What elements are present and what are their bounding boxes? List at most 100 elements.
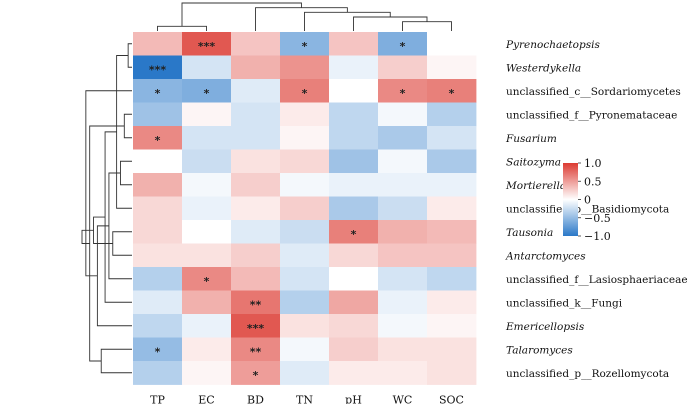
- significance-mark: *: [400, 87, 406, 100]
- heatmap-cell: [133, 149, 183, 174]
- heatmap-cell: [231, 32, 281, 56]
- row-label: unclassified_k__Fungi: [506, 297, 623, 309]
- dendrogram-branch: [402, 21, 452, 31]
- row-label: Mortierella: [505, 180, 566, 192]
- heatmap-cell: [329, 55, 379, 80]
- heatmap-cell: [231, 337, 281, 362]
- colorbar-tick-label: 0.5: [584, 175, 602, 188]
- significance-mark: *: [204, 275, 210, 288]
- significance-mark: ***: [247, 322, 265, 335]
- significance-mark: *: [155, 345, 161, 358]
- heatmap-cell: [329, 102, 379, 127]
- dendrogram-branch: [181, 2, 302, 27]
- heatmap-cell: [378, 337, 428, 362]
- heatmap-cell: [427, 32, 477, 56]
- heatmap-cell: [427, 196, 477, 221]
- heatmap-cell: [280, 102, 330, 127]
- column-label: BD: [247, 394, 264, 404]
- heatmap-cell: [182, 55, 232, 80]
- heatmap-cell: [182, 102, 232, 127]
- heatmap-cell: [231, 361, 281, 385]
- row-label: Westerdykella: [506, 62, 581, 74]
- significance-mark: *: [302, 87, 308, 100]
- significance-mark: **: [250, 298, 262, 311]
- significance-mark: *: [302, 40, 308, 53]
- row-label: Antarctomyces: [505, 250, 586, 262]
- column-label: TP: [150, 394, 165, 404]
- heatmap-cell: [182, 196, 232, 221]
- heatmap-cell: [427, 361, 477, 385]
- heatmap-cell: [280, 79, 330, 103]
- heatmap-cell: [427, 337, 477, 362]
- heatmap-cell: [231, 126, 281, 150]
- row-label: unclassified_f__Lasiosphaeriaceae: [506, 274, 688, 286]
- heatmap-cell: [427, 149, 477, 174]
- row-label: Tausonia: [506, 227, 553, 239]
- row-label: unclassified_p__Rozellomycota: [506, 368, 669, 380]
- heatmap-cell: [133, 102, 183, 127]
- heatmap-cell: [378, 361, 428, 385]
- dendrogram-branch: [112, 231, 132, 256]
- significance-mark: *: [155, 134, 161, 147]
- heatmap-cell: [378, 149, 428, 174]
- heatmap-cell: [427, 102, 477, 127]
- heatmap-cell: [182, 290, 232, 315]
- heatmap-cell: [427, 314, 477, 338]
- column-label: SOC: [439, 394, 464, 404]
- heatmap-cell: [329, 267, 379, 291]
- row-label: Pyrenochaetopsis: [505, 39, 600, 51]
- heatmap-cell: [280, 243, 330, 268]
- heatmap-cell: [427, 173, 477, 197]
- column-label: TN: [296, 394, 313, 404]
- heatmap-cell: [329, 243, 379, 268]
- heatmap-cell: [182, 361, 232, 385]
- heatmap-cell: [378, 314, 428, 338]
- row-label: Emericellopsis: [505, 321, 585, 333]
- heatmap-cell: [231, 173, 281, 197]
- heatmap-cell: [133, 196, 183, 221]
- significance-mark: *: [253, 369, 259, 382]
- significance-marks: *** * ***** * * * ********** ***: [149, 40, 455, 382]
- heatmap-cell: [133, 79, 183, 103]
- dendrogram-branch: [157, 25, 207, 31]
- colorbar: 1.0 0.5 0 −0.5 −1.0: [563, 157, 611, 243]
- heatmap-cell: [280, 361, 330, 385]
- heatmap-cell: [329, 173, 379, 197]
- colorbar-tick-label: −1.0: [584, 230, 611, 243]
- heatmap-cell: [329, 337, 379, 362]
- row-label: unclassified_c__Sordariomycetes: [506, 86, 681, 98]
- heatmap-cell: [133, 173, 183, 197]
- heatmap-cell: [133, 361, 183, 385]
- significance-mark: **: [250, 345, 262, 358]
- heatmap-cell: [329, 314, 379, 338]
- heatmap-cell: [378, 79, 428, 103]
- dendrogram-branch: [255, 7, 348, 31]
- heatmap-cell: [378, 267, 428, 291]
- dendrogram-branch: [93, 216, 113, 244]
- column-label: WC: [393, 394, 413, 404]
- heatmap-cell: [280, 196, 330, 221]
- dendrogram-branch: [123, 113, 132, 139]
- heatmap-cell: [133, 220, 183, 244]
- dendrogram-branch: [85, 90, 132, 277]
- heatmap-cell: [280, 55, 330, 80]
- heatmap-cell: [182, 149, 232, 174]
- heatmap-cell: [182, 220, 232, 244]
- heatmap-cell: [231, 196, 281, 221]
- heatmap-cell: [280, 173, 330, 197]
- heatmap-cell: [329, 361, 379, 385]
- heatmap-cell: [231, 267, 281, 291]
- row-dendrogram: [81, 43, 132, 374]
- heatmap-cell: [133, 337, 183, 362]
- significance-mark: ***: [149, 63, 167, 76]
- heatmap-cell: [280, 337, 330, 362]
- heatmap-cell: [329, 220, 379, 244]
- heatmap-cell: [378, 32, 428, 56]
- heatmap-cell: [427, 79, 477, 103]
- heatmap-cell: [378, 243, 428, 268]
- heatmap-cell: [182, 267, 232, 291]
- heatmap-cell: [280, 220, 330, 244]
- dendrogram-branch: [100, 348, 132, 374]
- dendrogram-branch: [353, 16, 428, 31]
- heatmap-cell: [231, 290, 281, 315]
